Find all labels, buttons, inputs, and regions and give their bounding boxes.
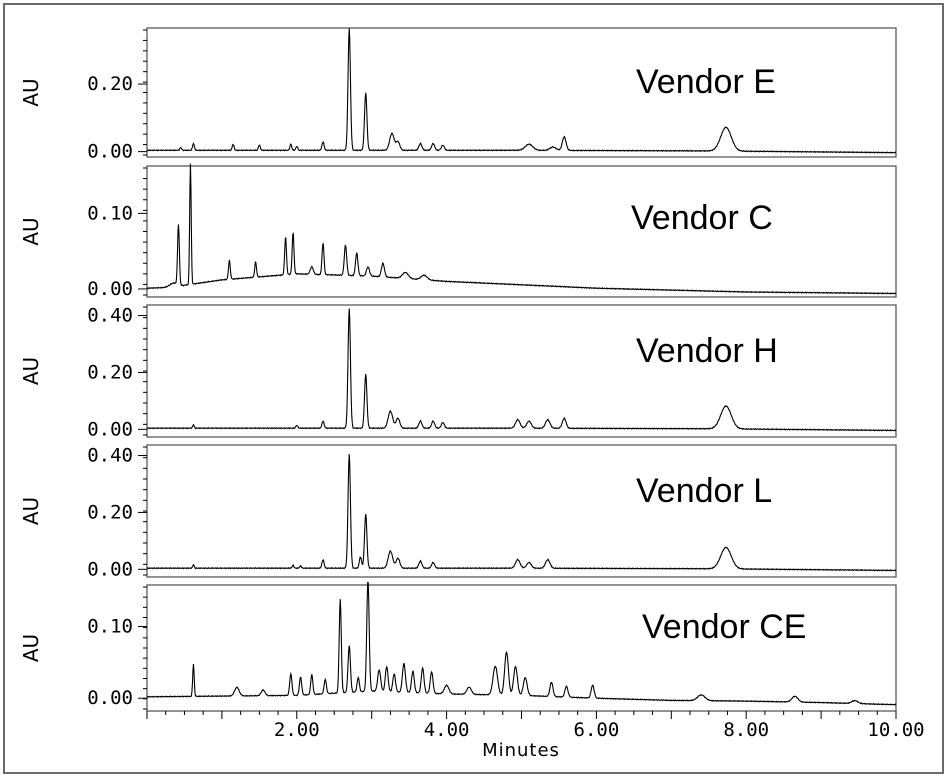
y-tick-label: 0.10 [87, 202, 133, 224]
panel-vendor-l: 0.00 0.20 0.40 AU Vendor L [19, 444, 897, 580]
panel-vendor-c: 0.00 0.10 AU Vendor C [19, 163, 897, 300]
y-tick-label: 0.20 [87, 501, 133, 523]
y-tick-label: 0.00 [87, 141, 133, 163]
y-axis-label: AU [19, 634, 43, 662]
y-tick-label: 0.10 [87, 615, 133, 637]
vendor-label: Vendor C [631, 199, 773, 237]
y-tick-label: 0.20 [87, 361, 133, 383]
y-tick-label: 0.00 [87, 418, 133, 440]
y-tick-label: 0.40 [87, 305, 133, 327]
y-tick-label: 0.00 [87, 558, 133, 580]
chromatogram-trace [146, 163, 897, 295]
y-tick-label: 0.00 [87, 278, 133, 300]
vendor-label: Vendor H [636, 332, 778, 370]
panel-vendor-h: 0.00 0.20 0.40 AU Vendor H [19, 304, 897, 440]
y-tick-label: 0.40 [87, 445, 133, 467]
x-tick-label: 10.00 [867, 719, 924, 741]
y-tick-label: 0.20 [87, 73, 133, 95]
vendor-label: Vendor CE [642, 608, 806, 646]
chromatogram-trace [146, 581, 897, 706]
y-axis-label: AU [19, 217, 43, 245]
x-tick-label: 4.00 [424, 719, 470, 741]
x-tick-label: 8.00 [723, 719, 769, 741]
panel-vendor-e: 0.00 0.20 AU Vendor E [19, 27, 897, 163]
x-tick-label: 6.00 [574, 719, 620, 741]
y-axis-label: AU [19, 497, 43, 525]
panel-frame [146, 304, 897, 438]
chromatogram-trace [146, 454, 897, 572]
y-tick-label: 0.00 [87, 687, 133, 709]
panel-frame [146, 444, 897, 578]
figure-frame [3, 3, 944, 774]
x-tick-label: 2.00 [274, 719, 320, 741]
vendor-label: Vendor E [636, 63, 776, 101]
x-axis-label: Minutes [482, 740, 560, 761]
chromatogram-trace [146, 308, 897, 432]
panel-frame [146, 27, 897, 158]
panel-vendor-ce: 0.00 0.10 AU Vendor CE [19, 581, 897, 712]
y-axis-label: AU [19, 357, 43, 385]
chromatogram-trace [146, 28, 897, 154]
y-axis-label: AU [19, 78, 43, 106]
vendor-label: Vendor L [636, 472, 772, 510]
